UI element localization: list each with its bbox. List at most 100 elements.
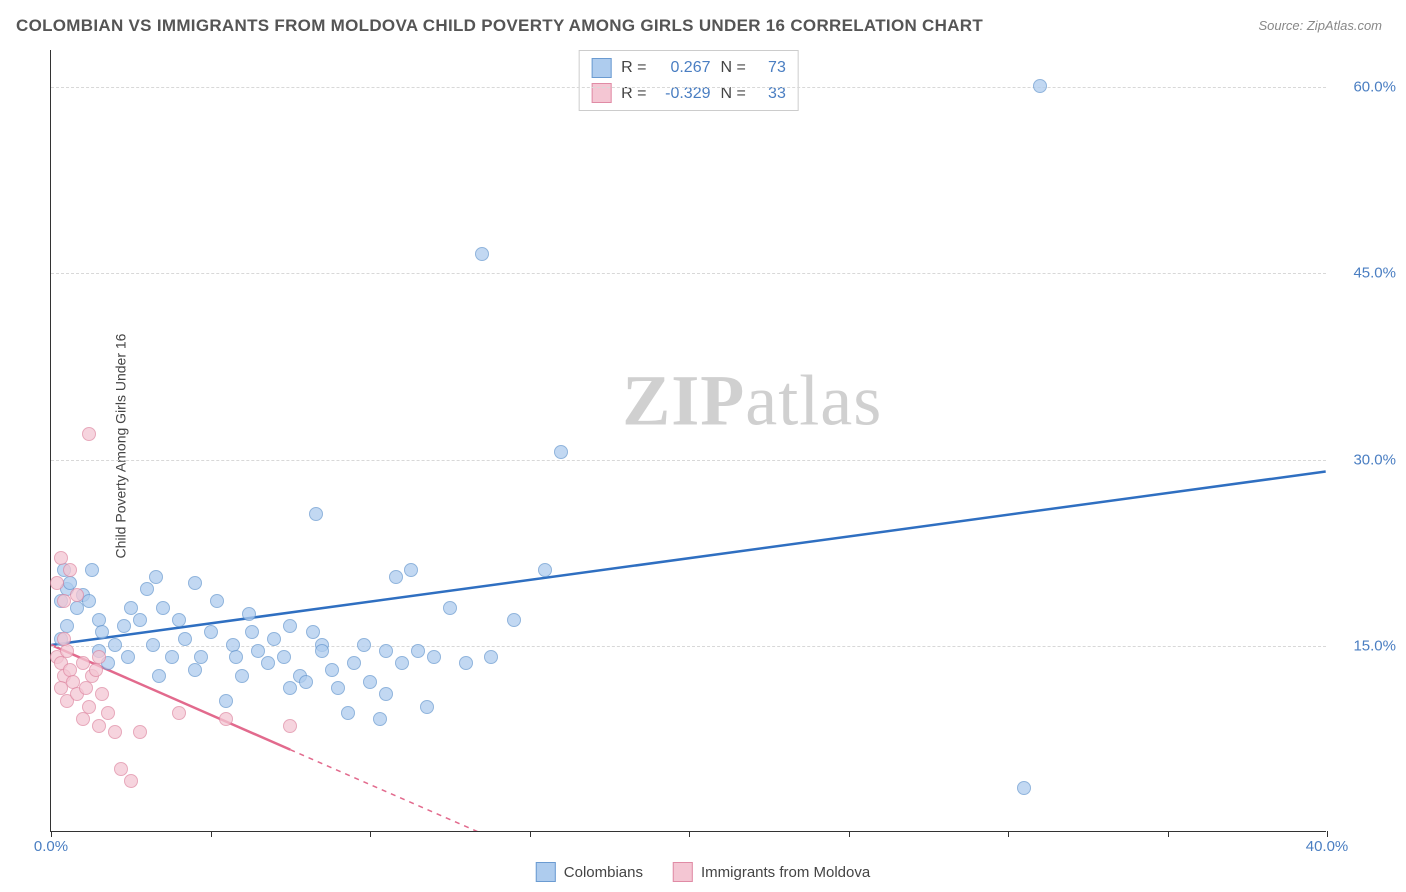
data-point	[124, 601, 138, 615]
data-point	[538, 563, 552, 577]
data-point	[204, 625, 218, 639]
x-tick	[1008, 831, 1009, 837]
data-point	[309, 507, 323, 521]
n-label: N =	[721, 81, 746, 107]
data-point	[50, 576, 64, 590]
data-point	[475, 247, 489, 261]
data-point	[54, 551, 68, 565]
gridline-y	[51, 646, 1326, 647]
data-point	[172, 706, 186, 720]
data-point	[420, 700, 434, 714]
data-point	[404, 563, 418, 577]
data-point	[379, 687, 393, 701]
data-point	[82, 427, 96, 441]
data-point	[152, 669, 166, 683]
data-point	[283, 719, 297, 733]
x-tick-label: 40.0%	[1306, 838, 1349, 855]
x-tick	[689, 831, 690, 837]
gridline-y	[51, 87, 1326, 88]
plot-area: ZIPatlas R =0.267N =73R =-0.329N =33 15.…	[50, 50, 1326, 832]
data-point	[251, 644, 265, 658]
data-point	[60, 644, 74, 658]
data-point	[357, 638, 371, 652]
data-point	[95, 625, 109, 639]
data-point	[165, 650, 179, 664]
source-attribution: Source: ZipAtlas.com	[1258, 18, 1382, 33]
data-point	[242, 607, 256, 621]
data-point	[188, 576, 202, 590]
data-point	[315, 644, 329, 658]
data-point	[306, 625, 320, 639]
data-point	[101, 706, 115, 720]
data-point	[92, 719, 106, 733]
data-point	[229, 650, 243, 664]
chart-title: COLOMBIAN VS IMMIGRANTS FROM MOLDOVA CHI…	[16, 16, 983, 36]
data-point	[79, 681, 93, 695]
data-point	[210, 594, 224, 608]
data-point	[325, 663, 339, 677]
data-point	[267, 632, 281, 646]
x-tick	[530, 831, 531, 837]
data-point	[140, 582, 154, 596]
data-point	[411, 644, 425, 658]
x-tick	[1327, 831, 1328, 837]
data-point	[507, 613, 521, 627]
data-point	[82, 594, 96, 608]
r-value: -0.329	[657, 81, 711, 107]
stats-row: R =0.267N =73	[591, 55, 786, 81]
legend-swatch	[536, 862, 556, 882]
data-point	[146, 638, 160, 652]
data-point	[121, 650, 135, 664]
x-tick	[849, 831, 850, 837]
data-point	[245, 625, 259, 639]
n-value: 33	[756, 81, 786, 107]
data-point	[89, 663, 103, 677]
stats-row: R = -0.329 N = 33	[591, 81, 786, 107]
gridline-y	[51, 273, 1326, 274]
data-point	[188, 663, 202, 677]
n-label: N =	[721, 55, 746, 81]
legend-label: Colombians	[564, 864, 643, 881]
data-point	[172, 613, 186, 627]
data-point	[76, 712, 90, 726]
y-tick-label: 15.0%	[1336, 637, 1396, 654]
data-point	[156, 601, 170, 615]
trend-lines	[51, 50, 1326, 831]
x-tick	[370, 831, 371, 837]
data-point	[114, 762, 128, 776]
data-point	[331, 681, 345, 695]
data-point	[554, 445, 568, 459]
data-point	[124, 774, 138, 788]
r-label: R =	[621, 55, 646, 81]
x-tick	[51, 831, 52, 837]
data-point	[389, 570, 403, 584]
data-point	[149, 570, 163, 584]
data-point	[443, 601, 457, 615]
series-legend: Colombians Immigrants from Moldova	[536, 862, 870, 882]
y-tick-label: 60.0%	[1336, 79, 1396, 96]
data-point	[373, 712, 387, 726]
data-point	[117, 619, 131, 633]
data-point	[1033, 79, 1047, 93]
data-point	[261, 656, 275, 670]
legend-item: Colombians	[536, 862, 643, 882]
x-tick-label: 0.0%	[34, 838, 68, 855]
data-point	[219, 712, 233, 726]
data-point	[133, 725, 147, 739]
data-point	[277, 650, 291, 664]
data-point	[95, 687, 109, 701]
data-point	[70, 588, 84, 602]
x-tick	[211, 831, 212, 837]
r-value: 0.267	[657, 55, 711, 81]
data-point	[219, 694, 233, 708]
r-label: R =	[621, 81, 646, 107]
legend-label: Immigrants from Moldova	[701, 864, 870, 881]
y-tick-label: 30.0%	[1336, 451, 1396, 468]
data-point	[341, 706, 355, 720]
stats-legend: R =0.267N =73R =-0.329N =33	[578, 50, 799, 111]
data-point	[133, 613, 147, 627]
x-tick	[1168, 831, 1169, 837]
data-point	[347, 656, 361, 670]
data-point	[427, 650, 441, 664]
data-point	[178, 632, 192, 646]
